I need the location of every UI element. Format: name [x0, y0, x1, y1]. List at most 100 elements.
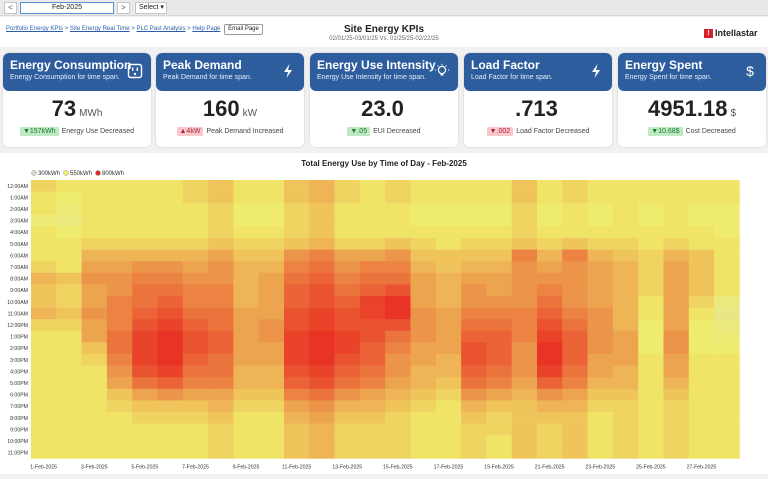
- heatmap-cell[interactable]: [359, 191, 386, 204]
- heatmap-cell[interactable]: [157, 330, 184, 343]
- heatmap-cell[interactable]: [106, 423, 133, 436]
- heatmap-cell[interactable]: [309, 296, 335, 308]
- heatmap-cell[interactable]: [663, 412, 690, 424]
- heatmap-cell[interactable]: [31, 365, 57, 378]
- heatmap-cell[interactable]: [106, 238, 133, 250]
- month-picker[interactable]: Feb-2025: [20, 1, 114, 14]
- heatmap-cell[interactable]: [663, 191, 690, 204]
- heatmap-cell[interactable]: [385, 261, 411, 274]
- heatmap-cell[interactable]: [688, 377, 715, 390]
- heatmap-cell[interactable]: [663, 319, 690, 332]
- heatmap-cell[interactable]: [410, 191, 437, 204]
- heatmap-cell[interactable]: [587, 296, 614, 308]
- heatmap-cell[interactable]: [486, 330, 512, 343]
- heatmap-cell[interactable]: [435, 261, 462, 274]
- heatmap-cell[interactable]: [511, 423, 538, 436]
- heatmap-cell[interactable]: [258, 249, 285, 262]
- heatmap-cell[interactable]: [334, 342, 361, 355]
- heatmap-cell[interactable]: [258, 388, 285, 401]
- heatmap-cell[interactable]: [638, 191, 664, 204]
- heatmap-cell[interactable]: [31, 377, 57, 390]
- heatmap-cell[interactable]: [435, 400, 462, 413]
- heatmap-cell[interactable]: [106, 191, 133, 204]
- heatmap-cell[interactable]: [638, 412, 664, 424]
- heatmap-cell[interactable]: [334, 423, 361, 436]
- heatmap-cell[interactable]: [612, 284, 639, 297]
- heatmap-cell[interactable]: [359, 307, 386, 320]
- heatmap-cell[interactable]: [334, 238, 361, 250]
- heatmap-cell[interactable]: [688, 435, 715, 448]
- heatmap-cell[interactable]: [81, 400, 108, 413]
- heatmap-cell[interactable]: [233, 354, 259, 366]
- heatmap-cell[interactable]: [208, 203, 234, 216]
- heatmap-cell[interactable]: [132, 365, 158, 378]
- heatmap-cell[interactable]: [663, 377, 690, 390]
- heatmap-cell[interactable]: [511, 238, 538, 250]
- heatmap-cell[interactable]: [537, 388, 563, 401]
- heatmap-cell[interactable]: [537, 307, 563, 320]
- heatmap-cell[interactable]: [182, 446, 209, 459]
- heatmap-cell[interactable]: [258, 330, 285, 343]
- heatmap-cell[interactable]: [309, 446, 335, 459]
- heatmap-cell[interactable]: [56, 191, 82, 204]
- heatmap-cell[interactable]: [435, 249, 462, 262]
- heatmap-cell[interactable]: [562, 330, 588, 343]
- heatmap-cell[interactable]: [587, 330, 614, 343]
- heatmap-cell[interactable]: [208, 365, 234, 378]
- heatmap-cell[interactable]: [182, 191, 209, 204]
- heatmap-cell[interactable]: [258, 307, 285, 320]
- heatmap-cell[interactable]: [132, 226, 158, 239]
- heatmap-cell[interactable]: [385, 203, 411, 216]
- heatmap-cell[interactable]: [233, 180, 259, 192]
- heatmap-cell[interactable]: [663, 342, 690, 355]
- heatmap-cell[interactable]: [385, 226, 411, 239]
- heatmap-cell[interactable]: [359, 203, 386, 216]
- heatmap-cell[interactable]: [334, 284, 361, 297]
- heatmap-cell[interactable]: [309, 191, 335, 204]
- heatmap-cell[interactable]: [587, 365, 614, 378]
- heatmap-cell[interactable]: [258, 342, 285, 355]
- heatmap-cell[interactable]: [208, 238, 234, 250]
- heatmap-cell[interactable]: [182, 330, 209, 343]
- heatmap-cell[interactable]: [714, 261, 740, 274]
- heatmap-cell[interactable]: [157, 319, 184, 332]
- heatmap-cell[interactable]: [334, 400, 361, 413]
- heatmap-cell[interactable]: [562, 412, 588, 424]
- heatmap-cell[interactable]: [562, 284, 588, 297]
- heatmap-cell[interactable]: [334, 203, 361, 216]
- heatmap-cell[interactable]: [461, 180, 487, 192]
- heatmap-cell[interactable]: [638, 238, 664, 250]
- heatmap-cell[interactable]: [385, 249, 411, 262]
- heatmap-cell[interactable]: [258, 296, 285, 308]
- heatmap-cell[interactable]: [56, 319, 82, 332]
- heatmap-cell[interactable]: [334, 214, 361, 227]
- heatmap-cell[interactable]: [31, 354, 57, 366]
- heatmap-cell[interactable]: [132, 284, 158, 297]
- heatmap-cell[interactable]: [258, 272, 285, 285]
- heatmap-cell[interactable]: [461, 319, 487, 332]
- heatmap-cell[interactable]: [511, 214, 538, 227]
- heatmap-cell[interactable]: [334, 377, 361, 390]
- heatmap-cell[interactable]: [714, 365, 740, 378]
- heatmap-cell[interactable]: [612, 365, 639, 378]
- heatmap-cell[interactable]: [132, 238, 158, 250]
- heatmap-cell[interactable]: [359, 342, 386, 355]
- heatmap-cell[interactable]: [233, 342, 259, 355]
- heatmap-cell[interactable]: [157, 377, 184, 390]
- heatmap-cell[interactable]: [157, 365, 184, 378]
- heatmap-cell[interactable]: [81, 377, 108, 390]
- heatmap-cell[interactable]: [410, 296, 437, 308]
- heatmap-cell[interactable]: [309, 400, 335, 413]
- heatmap-cell[interactable]: [385, 214, 411, 227]
- heatmap-cell[interactable]: [309, 249, 335, 262]
- heatmap-cell[interactable]: [132, 249, 158, 262]
- heatmap-cell[interactable]: [182, 249, 209, 262]
- heatmap-cell[interactable]: [714, 319, 740, 332]
- heatmap-cell[interactable]: [284, 319, 310, 332]
- heatmap-cell[interactable]: [537, 412, 563, 424]
- heatmap-cell[interactable]: [410, 203, 437, 216]
- heatmap-cell[interactable]: [258, 180, 285, 192]
- heatmap-cell[interactable]: [410, 272, 437, 285]
- heatmap-cell[interactable]: [309, 423, 335, 436]
- heatmap-cell[interactable]: [56, 365, 82, 378]
